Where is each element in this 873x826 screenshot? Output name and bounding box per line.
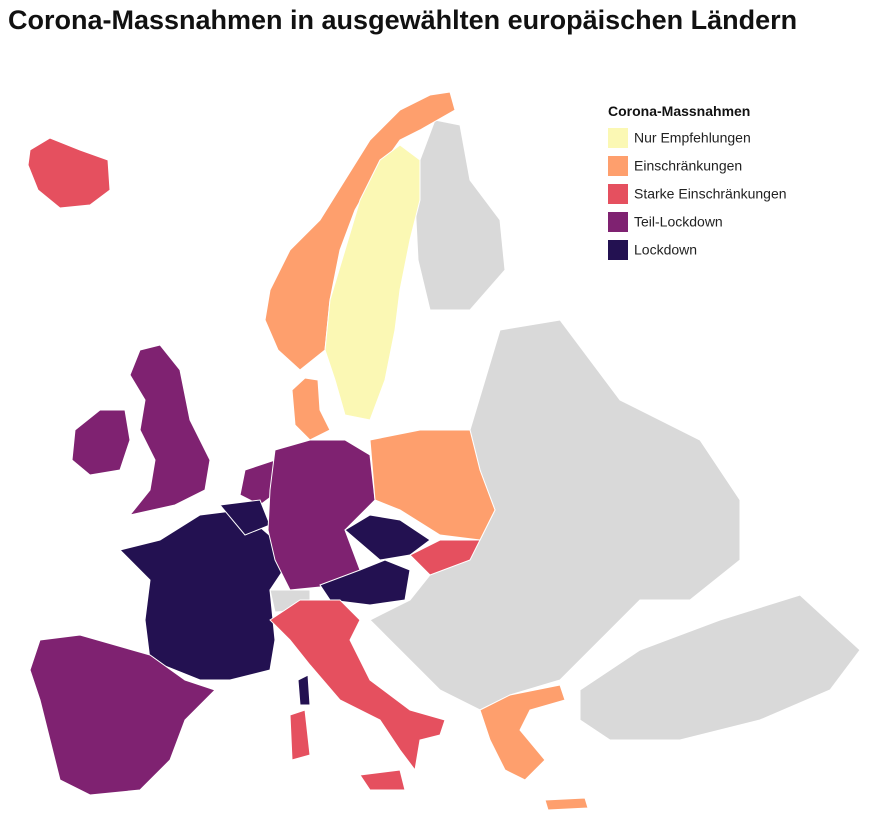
legend-swatch <box>608 156 628 176</box>
country <box>267 439 376 591</box>
legend-label: Lockdown <box>634 242 697 258</box>
country <box>579 594 861 741</box>
country <box>414 119 506 311</box>
country <box>479 684 566 781</box>
map-title: Corona-Massnahmen in ausgewählten europä… <box>8 5 798 35</box>
legend: Nur Empfehlungen Einschränkungen Starke Ei… <box>608 128 787 260</box>
country <box>264 91 456 371</box>
legend-swatch <box>608 184 628 204</box>
country <box>359 769 406 791</box>
country <box>369 429 496 541</box>
legend-label: Teil-Lockdown <box>634 214 723 230</box>
country <box>409 539 481 576</box>
country <box>27 137 111 209</box>
legend-label: Einschränkungen <box>634 158 742 174</box>
legend-label: Nur Empfehlungen <box>634 130 751 146</box>
country <box>291 377 331 441</box>
country <box>544 797 589 811</box>
countries <box>27 91 861 811</box>
country <box>269 599 446 772</box>
legend-title: Corona-Massnahmen <box>608 103 750 119</box>
country <box>71 409 131 476</box>
country <box>289 709 311 761</box>
country <box>324 144 421 421</box>
legend-label: Starke Einschränkungen <box>634 186 787 202</box>
legend-swatch <box>608 128 628 148</box>
country <box>29 634 216 796</box>
legend-swatch <box>608 212 628 232</box>
country <box>344 514 431 561</box>
country <box>119 509 291 681</box>
country <box>297 674 311 706</box>
country <box>128 344 211 516</box>
legend-swatch <box>608 240 628 260</box>
